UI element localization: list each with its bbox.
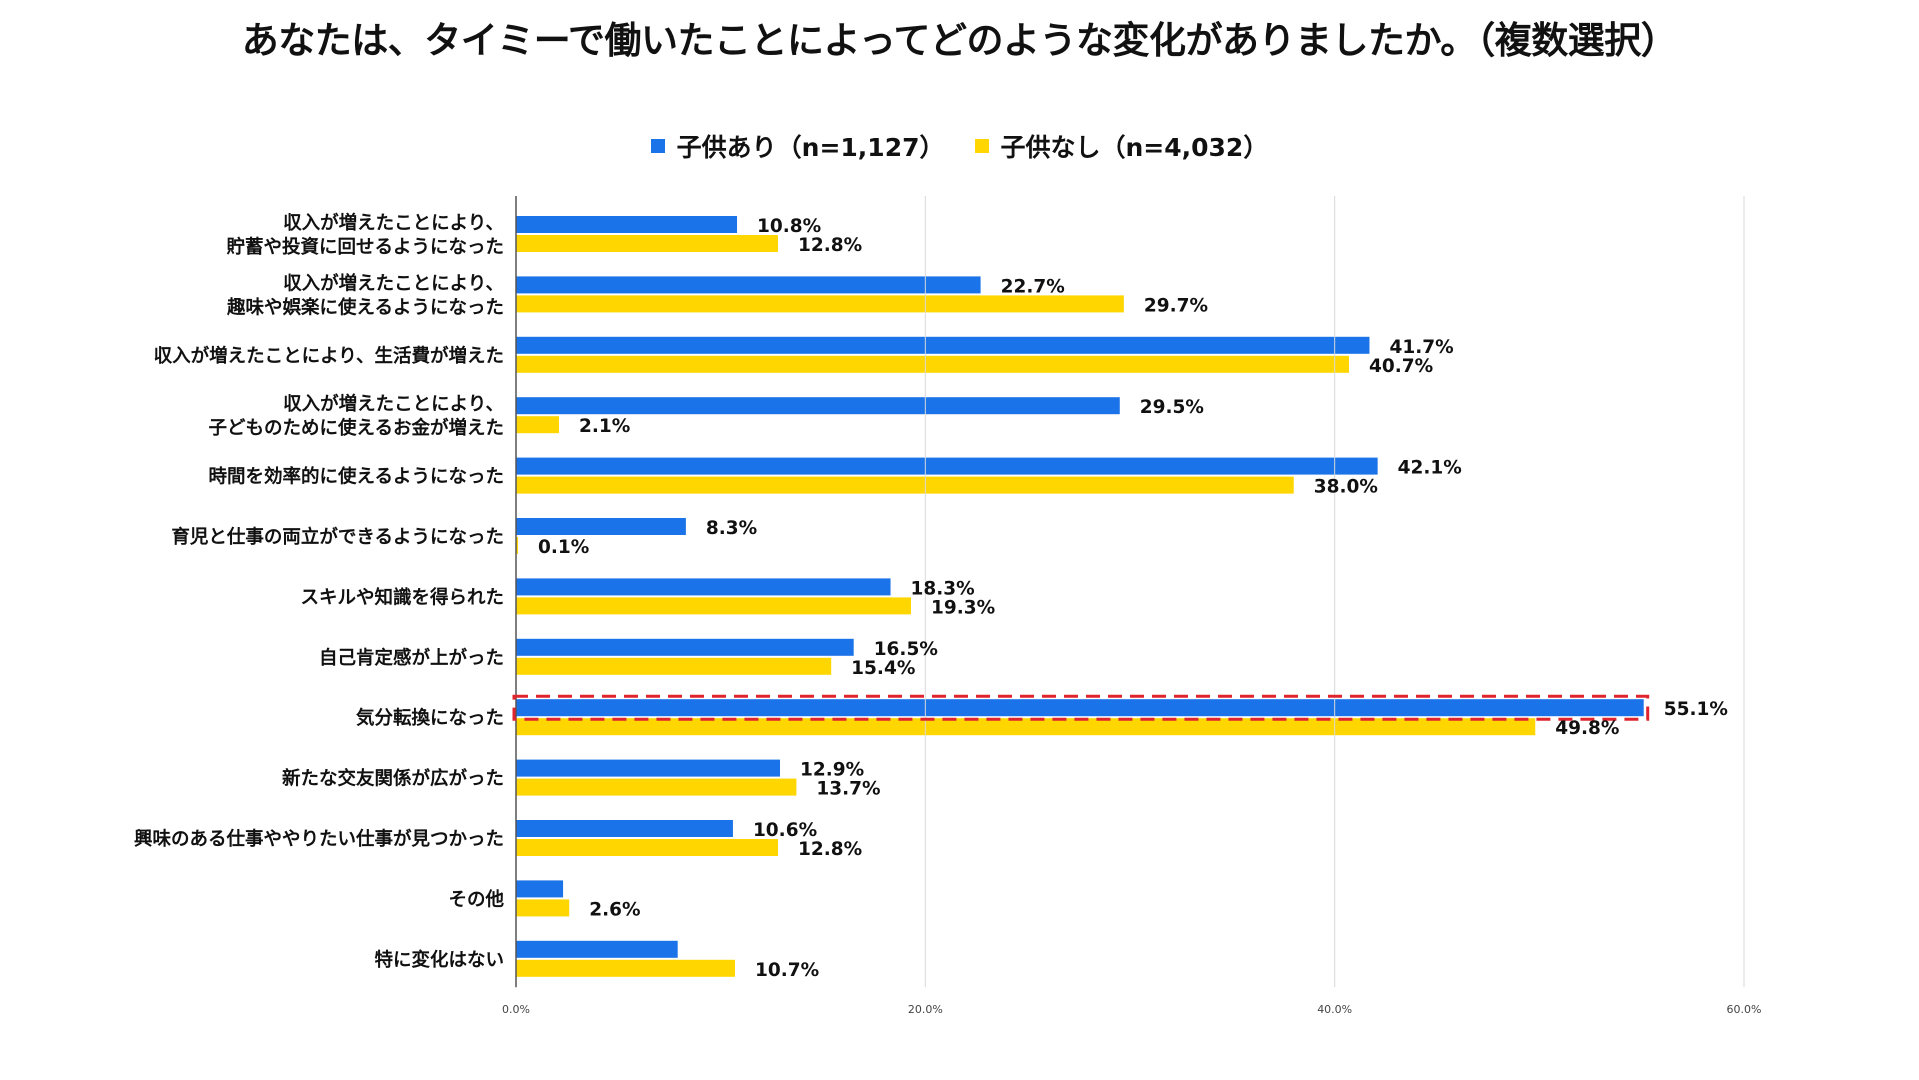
legend-label-without-children: 子供なし（n=4,032）	[1000, 133, 1269, 162]
category-label: スキルや知識を得られた	[300, 586, 504, 608]
data-label-without-children: 12.8%	[798, 235, 862, 256]
bar-with-children	[516, 759, 781, 777]
data-label-without-children: 29.7%	[1144, 295, 1208, 316]
data-label-without-children: 10.7%	[755, 960, 819, 981]
bar-without-children	[516, 537, 519, 554]
data-label-with-children: 12.9%	[800, 760, 864, 781]
data-label-with-children: 8.3%	[706, 518, 757, 539]
data-label-with-children: 10.6%	[753, 820, 817, 841]
category-label: 新たな交友関係が広がった	[282, 768, 504, 790]
bar-without-children	[516, 416, 559, 434]
data-label-without-children: 2.6%	[589, 899, 640, 920]
legend-item-without-children: 子供なし（n=4,032）	[974, 128, 1269, 164]
data-label-without-children: 13.7%	[816, 779, 880, 800]
data-label-with-children: 42.1%	[1398, 458, 1462, 479]
data-label-without-children: 49.8%	[1555, 718, 1619, 739]
bar-with-children	[516, 336, 1370, 354]
data-label-without-children: 40.7%	[1369, 356, 1433, 377]
data-label-with-children: 41.7%	[1389, 337, 1453, 358]
category-label-line: 収入が増えたことにより、	[283, 212, 504, 234]
chart-title: あなたは、タイミーで働いたことによってどのような変化がありましたか。（複数選択）	[241, 19, 1678, 62]
data-label-without-children: 15.4%	[851, 658, 915, 679]
category-label: 興味のある仕事ややりたい仕事が見つかった	[134, 828, 504, 850]
chart-legend: 子供あり（n=1,127） 子供なし（n=4,032）	[0, 128, 1919, 164]
data-label-without-children: 12.8%	[798, 839, 862, 860]
bar-without-children	[516, 657, 832, 675]
bar-without-children	[516, 718, 1536, 736]
category-label: 収入が増えたことにより、趣味や娯楽に使えるようになった	[226, 272, 504, 318]
category-label: 時間を効率的に使えるようになった	[209, 466, 504, 488]
category-label: 気分転換になった	[356, 707, 504, 729]
category-label: 収入が増えたことにより、生活費が増えた	[154, 345, 504, 367]
bar-without-children	[516, 597, 912, 615]
bar-without-children	[516, 899, 570, 917]
bar-with-children	[516, 578, 891, 596]
highlight-box	[512, 694, 1650, 721]
bar-with-children	[516, 940, 678, 958]
data-label-with-children: 10.8%	[757, 216, 821, 237]
category-label: 育児と仕事の両立ができるようになった	[171, 526, 504, 548]
bar-with-children	[516, 820, 733, 837]
legend-label-with-children: 子供あり（n=1,127）	[676, 133, 945, 162]
category-label-line: 趣味や娯楽に使えるようになった	[226, 296, 504, 318]
bar-with-children	[516, 699, 1644, 717]
bar-with-children	[516, 397, 1120, 415]
legend-swatch-yellow	[974, 139, 989, 153]
bar-without-children	[516, 235, 778, 252]
data-label-with-children: 29.5%	[1140, 397, 1204, 418]
bar-without-children	[516, 295, 1124, 313]
bar-with-children	[516, 518, 686, 535]
data-label-without-children: 38.0%	[1314, 477, 1378, 498]
bar-with-children	[516, 880, 564, 898]
data-label-with-children: 18.3%	[911, 578, 975, 599]
bar-without-children	[516, 839, 778, 856]
x-tick-label: 40.0%	[1317, 1003, 1352, 1016]
x-tick-label: 20.0%	[908, 1003, 943, 1016]
data-label-with-children: 16.5%	[874, 639, 938, 660]
x-tick-label: 60.0%	[1727, 1003, 1762, 1016]
bar-with-children	[516, 276, 981, 294]
x-tick-label: 0.0%	[502, 1003, 530, 1016]
bar-with-children	[516, 457, 1378, 475]
bar-without-children	[516, 778, 797, 796]
category-label: 収入が増えたことにより、貯蓄や投資に回せるようになった	[226, 212, 504, 258]
category-label-line: 子どものために使えるお金が増えた	[209, 417, 504, 439]
bar-without-children	[516, 355, 1349, 373]
category-label: 自己肯定感が上がった	[319, 647, 504, 669]
category-label-line: 収入が増えたことにより、	[283, 272, 504, 294]
data-label-with-children: 55.1%	[1664, 699, 1728, 720]
bar-without-children	[516, 959, 735, 977]
legend-item-with-children: 子供あり（n=1,127）	[650, 128, 945, 164]
category-label-line: 収入が増えたことにより、	[283, 393, 504, 415]
data-label-with-children: 22.7%	[1001, 276, 1065, 297]
bar-with-children	[516, 638, 854, 656]
bar-without-children	[516, 476, 1294, 494]
category-label: その他	[448, 888, 504, 910]
data-label-without-children: 2.1%	[579, 416, 630, 437]
legend-swatch-blue	[650, 139, 665, 153]
category-label-line: 貯蓄や投資に回せるようになった	[226, 236, 504, 258]
category-label: 特に変化はない	[374, 949, 504, 971]
data-label-without-children: 19.3%	[931, 597, 995, 618]
category-label: 収入が増えたことにより、子どものために使えるお金が増えた	[209, 393, 504, 439]
bar-with-children	[516, 216, 738, 233]
data-label-without-children: 0.1%	[538, 537, 589, 558]
